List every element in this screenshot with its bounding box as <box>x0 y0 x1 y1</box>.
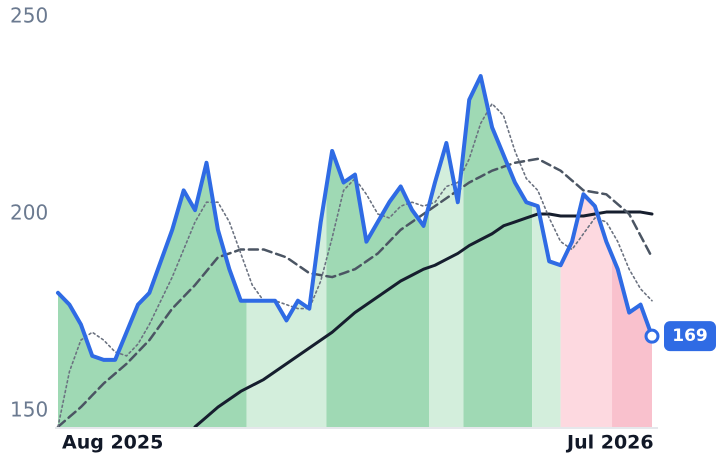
series-line <box>57 102 653 428</box>
last-point <box>644 328 660 344</box>
y-tick-label: 150 <box>10 398 48 422</box>
last-value-label: 169 <box>672 326 708 346</box>
regime-bands <box>58 76 652 428</box>
regime-band <box>429 76 464 428</box>
lines <box>56 74 654 429</box>
series-line <box>56 157 654 429</box>
regime-band <box>560 76 613 428</box>
x-tick-label: Aug 2025 <box>62 432 163 454</box>
axes: 150 200 250 Aug 2025 Jul 2026 169 <box>10 4 716 454</box>
regime-band <box>532 76 561 428</box>
y-tick-label: 250 <box>10 4 48 28</box>
regime-band <box>612 76 652 428</box>
x-tick-label: Jul 2026 <box>565 432 654 454</box>
y-tick-label: 200 <box>10 201 48 225</box>
last-value-badge <box>664 321 716 352</box>
regime-band <box>463 76 533 428</box>
regime-band <box>246 76 327 428</box>
series-line <box>193 210 654 429</box>
series-line <box>56 74 654 362</box>
